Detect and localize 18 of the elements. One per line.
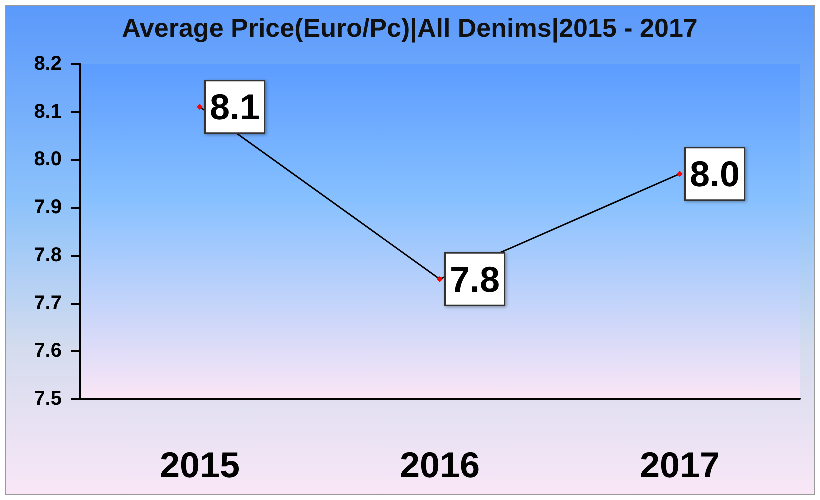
x-tick-label: 2016 [400, 444, 480, 486]
y-tick-label: 8.1 [34, 100, 62, 123]
y-tick-label: 7.5 [34, 388, 62, 410]
y-tick-label: 7.8 [34, 244, 62, 266]
chart-title: Average Price(Euro/Pc)|All Denims|2015 - 2017 [122, 13, 698, 43]
y-tick-label: 8.0 [34, 148, 62, 171]
x-tick-label: 2017 [640, 444, 720, 486]
data-label: 8.1 [210, 86, 260, 128]
y-tick-label: 7.9 [34, 196, 62, 219]
data-label: 8.0 [690, 154, 740, 195]
y-tick-label: 8.2 [34, 53, 62, 75]
data-label: 7.8 [450, 258, 500, 300]
y-tick-label: 7.7 [34, 292, 62, 314]
point [437, 276, 443, 282]
x-tick-label: 2015 [160, 444, 240, 486]
y-tick-label: 7.6 [34, 340, 62, 362]
point [197, 104, 203, 110]
point [677, 171, 683, 178]
